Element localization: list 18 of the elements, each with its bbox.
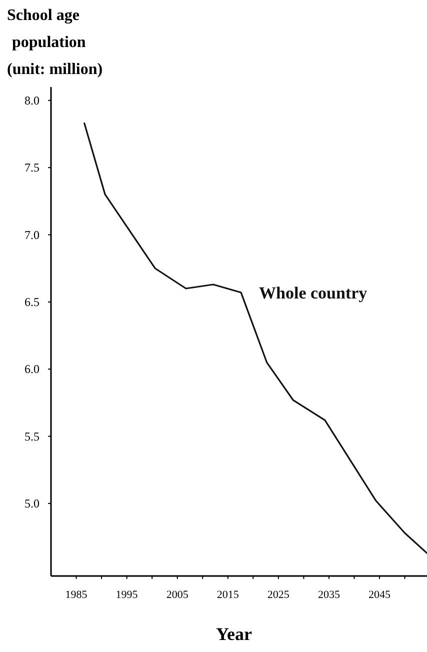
y-tick-label: 6.5: [24, 294, 40, 309]
y-tick-label: 5.5: [24, 429, 40, 444]
y-tick-label: 8.0: [24, 93, 40, 108]
line-series: [84, 122, 427, 554]
x-tick-label: 2015: [216, 589, 240, 601]
x-axis-title: Year: [216, 624, 252, 644]
x-tick-label: 1985: [65, 589, 88, 601]
x-tick-label: 2025: [267, 589, 290, 601]
y-tick-label: 6.0: [24, 362, 40, 376]
x-tick-label: 2045: [368, 589, 391, 601]
series-label: Whole country: [259, 284, 368, 303]
y-tick-label: 7.5: [24, 160, 40, 175]
x-tick-label: 1995: [116, 589, 138, 601]
x-tick-label: 2035: [318, 589, 340, 601]
y-axis-title: School age population (unit: million): [7, 7, 103, 78]
y-tick-label: 7.0: [24, 228, 40, 242]
y-tick-label: 5.0: [24, 496, 40, 510]
x-tick-label: 2005: [166, 589, 189, 601]
